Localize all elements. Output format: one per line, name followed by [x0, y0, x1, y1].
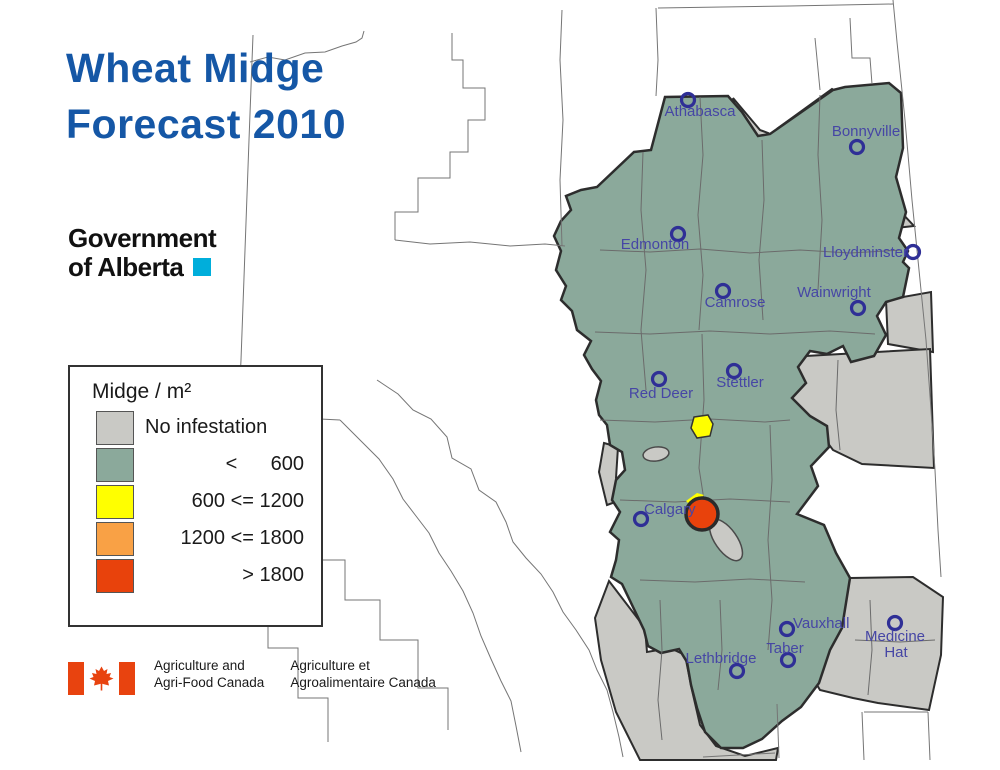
stettler-marker [725, 362, 743, 380]
bonnyville-label: Bonnyville [832, 123, 900, 140]
legend-row-high: 1200 <= 1800 [96, 521, 321, 556]
city-camrose: Camrose [705, 282, 766, 311]
cities: Athabasca Bonnyville Edmonton Lloydminst… [621, 91, 925, 680]
taber-label: Taber [766, 640, 804, 657]
city-stettler: Stettler [716, 362, 764, 391]
city-edmonton: Edmonton [621, 225, 689, 253]
city-taber: Taber [766, 640, 804, 669]
taber-marker [779, 651, 797, 669]
bonnyville-marker [848, 138, 866, 156]
city-wainwright: Wainwright [797, 284, 872, 317]
legend-label-low: < 600 [225, 453, 304, 475]
lloydminster-marker [904, 243, 922, 261]
map-title-line1: Wheat Midge [66, 45, 325, 91]
legend-swatch-no-infestation [96, 410, 134, 445]
lloydminster-label: Lloydminster [823, 244, 908, 261]
legend: Midge / m² No infestation < 600 600 <= 1… [68, 365, 323, 627]
map-title-line2: Forecast 2010 [66, 101, 347, 147]
lethbridge-label: Lethbridge [686, 650, 757, 667]
city-calgary: Calgary [632, 501, 696, 528]
city-bonnyville: Bonnyville [832, 123, 900, 156]
legend-label-no-infestation: No infestation [145, 416, 268, 438]
vauxhall-label: Vauxhall [793, 615, 849, 632]
legend-row-low: < 600 [96, 447, 321, 482]
wainwright-marker [849, 299, 867, 317]
red-deer-marker [650, 370, 668, 388]
medicine-hat-marker [886, 614, 904, 632]
medicine-hat-label-line1: Medicine [865, 628, 925, 645]
legend-title: Midge / m² [92, 380, 192, 403]
city-medicine-hat: Medicine Hat [865, 614, 925, 661]
map-title: Wheat Midge Forecast 2010 [66, 40, 346, 152]
legend-label-high: 1200 <= 1800 [180, 527, 304, 549]
vauxhall-marker [778, 620, 796, 638]
legend-row-no-infestation: No infestation [96, 410, 321, 445]
municipal-boundaries [594, 94, 936, 741]
legend-label-severe: > 1800 [242, 564, 304, 586]
stettler-label: Stettler [716, 374, 764, 391]
wainwright-label: Wainwright [797, 284, 871, 301]
athabasca-marker [679, 91, 697, 109]
no-infestation-pockets [642, 446, 744, 562]
lethbridge-marker [728, 662, 746, 680]
legend-swatch-high [96, 521, 134, 556]
city-lloydminster: Lloydminster [823, 243, 922, 261]
legend-row-moderate: 600 <= 1200 [96, 484, 321, 519]
alberta-logo-square-icon [193, 258, 212, 276]
medicine-hat-label-line2: Hat [884, 644, 908, 661]
city-lethbridge: Lethbridge [686, 650, 757, 680]
camrose-marker [714, 282, 732, 300]
aafc-signature: Agriculture and Agri-Food Canada Agricul… [68, 658, 436, 695]
infestation-zone-severe [684, 496, 720, 532]
legend-swatch-moderate [96, 484, 134, 519]
canada-flag-icon [68, 662, 135, 695]
aafc-english-text: Agriculture and Agri-Food Canada [154, 658, 265, 690]
edmonton-label: Edmonton [621, 236, 689, 253]
legend-swatch-low [96, 447, 134, 482]
athabasca-label: Athabasca [665, 103, 737, 120]
city-athabasca: Athabasca [665, 91, 737, 120]
red-deer-label: Red Deer [629, 385, 693, 402]
gov-logo-line1: Government [68, 223, 217, 253]
government-of-alberta-logo: Government of Alberta [68, 223, 217, 282]
legend-swatch-severe [96, 558, 134, 593]
legend-row-severe: > 1800 [96, 558, 321, 593]
camrose-label: Camrose [705, 294, 766, 311]
aafc-french-text: Agriculture et Agroalimentaire Canada [290, 658, 436, 690]
city-vauxhall: Vauxhall [778, 615, 849, 638]
calgary-label: Calgary [644, 501, 696, 518]
city-red-deer: Red Deer [629, 370, 693, 402]
gov-logo-line2: of Alberta [68, 252, 184, 282]
edmonton-marker [669, 225, 687, 243]
legend-label-moderate: 600 <= 1200 [191, 490, 304, 512]
calgary-marker [632, 510, 650, 528]
infestation-zone-moderate [690, 414, 714, 439]
